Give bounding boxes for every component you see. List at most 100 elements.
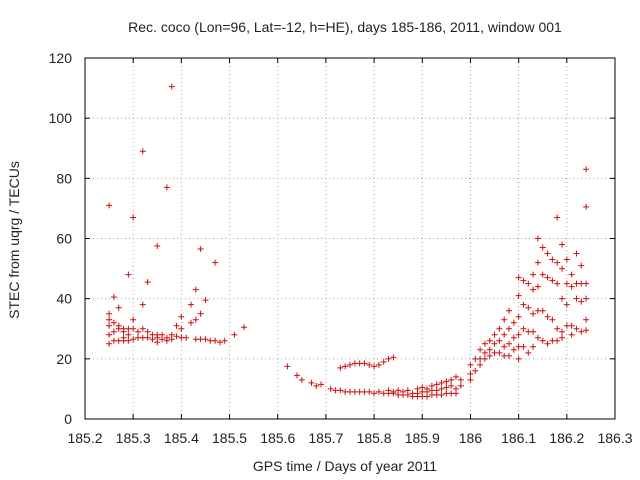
data-point (110, 328, 117, 335)
data-point (390, 390, 397, 397)
data-point (544, 340, 551, 347)
data-point (390, 354, 397, 361)
data-point (515, 292, 522, 299)
data-point (125, 337, 132, 344)
data-point (144, 334, 151, 341)
data-point (115, 304, 122, 311)
data-point (520, 325, 527, 332)
data-point (457, 376, 464, 383)
data-point (424, 393, 431, 400)
data-point (139, 301, 146, 308)
x-tick-labels: 185.2 185.3 185.4 185.5 185.6 185.7 185.8 185.9… (67, 430, 632, 446)
data-point (539, 337, 546, 344)
data-point (106, 202, 113, 209)
data-point (520, 277, 527, 284)
data-point (313, 382, 320, 389)
data-point (534, 283, 541, 290)
x-tick-label: 185.6 (260, 430, 295, 446)
data-point (530, 343, 537, 350)
data-point (380, 358, 387, 365)
data-point (583, 327, 590, 334)
data-point (188, 301, 194, 308)
data-point (130, 214, 137, 221)
data-point (549, 277, 556, 284)
data-point (491, 331, 498, 338)
data-point (149, 336, 156, 343)
data-point (438, 391, 445, 398)
data-point (212, 259, 219, 266)
data-point (486, 352, 493, 359)
data-point (515, 331, 522, 338)
data-point (361, 360, 368, 367)
data-point (568, 331, 575, 338)
data-point (554, 337, 561, 344)
data-point (453, 373, 459, 380)
data-point (106, 322, 113, 329)
data-point (294, 372, 300, 379)
data-point (525, 280, 532, 287)
data-point (371, 390, 378, 397)
data-point (192, 286, 199, 293)
data-point (510, 346, 517, 353)
data-point (534, 334, 541, 341)
data-point (554, 214, 561, 221)
data-point (163, 337, 170, 344)
data-point (106, 331, 113, 338)
data-point (308, 379, 315, 386)
x-tick-label: 185.5 (212, 430, 247, 446)
data-point (501, 316, 508, 323)
y-tick-label: 20 (56, 351, 72, 367)
x-tick-label: 185.8 (357, 430, 392, 446)
data-point (135, 328, 141, 335)
data-point (110, 294, 117, 301)
data-point (583, 316, 590, 323)
data-point (467, 370, 474, 377)
data-point (506, 352, 512, 359)
data-point (366, 361, 373, 368)
data-point (559, 265, 565, 272)
data-point (453, 390, 459, 397)
data-point (501, 331, 508, 338)
data-point (534, 259, 541, 266)
data-point (568, 271, 575, 278)
data-point (544, 274, 551, 281)
y-tick-label: 0 (64, 411, 72, 427)
data-point (404, 391, 411, 398)
data-point (188, 319, 194, 326)
data-point (110, 319, 117, 326)
data-point (318, 381, 325, 388)
y-tick-label: 100 (49, 110, 73, 126)
data-point (337, 387, 344, 394)
data-point (130, 336, 137, 343)
data-point (583, 295, 590, 302)
data-point (549, 316, 556, 323)
x-tick-label: 186.2 (549, 430, 584, 446)
data-point (520, 301, 527, 308)
data-point (327, 385, 334, 392)
y-tick-label: 40 (56, 291, 72, 307)
data-point (544, 250, 551, 257)
data-point (154, 243, 161, 250)
y-tick-label: 60 (56, 231, 72, 247)
data-point (298, 376, 305, 383)
data-point (506, 307, 512, 314)
y-tick-labels: 0 20 40 60 80 100 120 (49, 50, 73, 427)
data-point (573, 295, 580, 302)
data-point (347, 361, 353, 368)
data-point (477, 361, 484, 368)
data-point (342, 363, 349, 370)
data-point (544, 313, 551, 320)
x-tick-label: 185.4 (164, 430, 199, 446)
y-axis-label: STEC from uqrg / TECUs (6, 161, 22, 319)
x-tick-label: 185.2 (67, 430, 102, 446)
data-point (448, 376, 455, 383)
data-point (554, 325, 561, 332)
data-point (559, 241, 565, 248)
grid-lines (85, 58, 615, 419)
data-point (506, 340, 512, 347)
data-point (501, 343, 508, 350)
data-point (125, 331, 132, 338)
data-point (554, 280, 561, 287)
data-point (496, 349, 503, 356)
